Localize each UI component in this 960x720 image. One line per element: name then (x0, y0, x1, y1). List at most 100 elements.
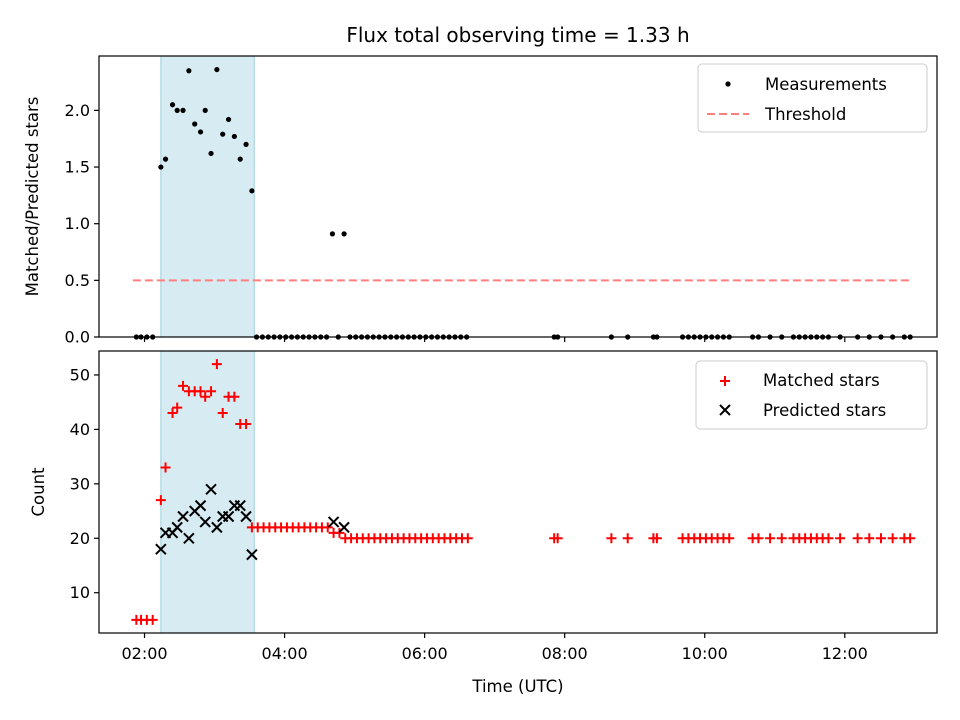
bottom-y-tick-label: 40 (70, 420, 90, 439)
legend-predicted-label: Predicted stars (763, 401, 886, 420)
matched-star-point (776, 533, 787, 544)
legend-matched-marker (720, 376, 730, 386)
matched-star-point (753, 533, 764, 544)
legend-predicted-marker (719, 404, 731, 416)
legend-plus-glyph (720, 376, 730, 386)
bottom-legend: Matched stars Predicted stars (695, 360, 928, 430)
legend-x-glyph (719, 404, 731, 416)
measurement-point (192, 121, 198, 127)
bottom-y-ticks: 10 20 30 40 50 (70, 365, 99, 602)
matched-star-point (823, 533, 834, 544)
matched-star-point (211, 359, 222, 370)
x-tick-label: 06:00 (402, 644, 448, 663)
measurement-point (208, 150, 214, 157)
bottom-y-tick-label: 10 (70, 583, 90, 602)
top-highlight-span (160, 55, 255, 338)
x-tick-label: 10:00 (682, 644, 728, 663)
matched-star-point (864, 533, 875, 544)
matched-star-point (875, 533, 886, 544)
x-tick-label: 04:00 (262, 644, 308, 663)
legend-matched-label: Matched stars (763, 371, 880, 390)
matched-star-point (206, 386, 217, 397)
measurement-point (169, 102, 176, 108)
x-tick-label: 08:00 (542, 644, 588, 663)
predicted-star-point (246, 548, 258, 561)
measurement-point (162, 156, 169, 162)
predicted-star-point (327, 516, 340, 528)
top-y-ticks: 0.0 0.5 1.0 1.5 2.0 (65, 101, 99, 347)
measurement-point (249, 188, 255, 194)
top-axes-frame (98, 55, 938, 338)
predicted-star-point (155, 543, 167, 555)
matched-star-point (606, 533, 617, 544)
matched-star-point (155, 495, 166, 506)
measurement-point (231, 133, 237, 140)
matched-star-point (160, 462, 171, 473)
top-y-tick-label: 0.5 (65, 271, 90, 290)
top-y-tick-label: 1.0 (65, 214, 90, 233)
x-tick-label: 02:00 (121, 644, 167, 663)
measurement-point (220, 131, 226, 137)
measurement-point (243, 141, 249, 147)
matched-star-point (905, 533, 916, 544)
predicted-star-point (199, 516, 211, 528)
measurement-point (237, 156, 243, 162)
matched-star-point (172, 402, 183, 413)
top-legend: Measurements Threshold (697, 63, 928, 133)
predicted-star-point (338, 521, 350, 534)
matched-star-point (241, 418, 252, 429)
top-x-ticks (143, 337, 846, 342)
matched-star-point (622, 533, 633, 544)
top-y-axis-label: Matched/Predicted stars (23, 97, 42, 297)
legend-measurements-label: Measurements (765, 75, 887, 94)
measurement-point (186, 68, 192, 74)
x-axis-label: Time (UTC) (471, 677, 563, 696)
predicted-star-point (205, 483, 217, 495)
bottom-y-axis-label: Count (29, 467, 48, 517)
predicted-star-point (171, 521, 183, 534)
measurement-point (329, 231, 336, 237)
measurement-point (197, 129, 204, 135)
legend-threshold-label: Threshold (764, 105, 846, 124)
matched-star-point (765, 533, 776, 544)
matched-star-point (217, 408, 228, 419)
matched-star-point (462, 533, 473, 544)
predicted-star-point (222, 510, 235, 523)
predicted-star-point (177, 510, 189, 523)
matched-star-point (147, 614, 158, 625)
measurement-point (341, 231, 347, 237)
bottom-legend-box (695, 360, 928, 430)
top-y-tick-label: 0.0 (65, 328, 90, 347)
chart-title: Flux total observing time = 1.33 h (346, 23, 689, 47)
bottom-y-tick-label: 30 (70, 474, 90, 493)
matched-star-point (887, 533, 898, 544)
matched-star-point (852, 533, 863, 544)
predicted-star-point (194, 499, 207, 512)
top-legend-box (697, 63, 928, 133)
matched-star-point (835, 533, 846, 544)
legend-measurements-marker (725, 81, 731, 87)
ratio-panel: 0.00.51.01.52.0 Matched/Predicted stars … (23, 55, 938, 347)
matched-star-point (178, 380, 189, 391)
matched-star-point (322, 522, 333, 533)
matched-star-point (167, 408, 178, 419)
matched-star-point (552, 533, 563, 544)
count-panel: 10 20 30 40 50 02:00 04:00 06:00 08:00 10:00 12:0… (29, 350, 938, 696)
measurement-point (180, 107, 186, 113)
bottom-x-ticks: 02:00 04:00 06:00 08:00 10:00 12:00 (121, 633, 868, 663)
measurement-point (202, 107, 208, 113)
matched-star-point (724, 533, 735, 544)
top-y-tick-label: 2.0 (65, 101, 90, 120)
top-y-tick-label: 1.5 (65, 158, 90, 177)
bottom-axes-frame (98, 350, 938, 634)
bottom-y-tick-label: 20 (70, 529, 90, 548)
matched-star-point (229, 391, 240, 402)
predicted-star-point (211, 521, 223, 534)
measurement-point (225, 116, 232, 123)
bottom-y-tick-label: 50 (70, 365, 90, 384)
predicted-star-point (183, 532, 195, 544)
count-points (131, 359, 916, 625)
measurement-point (158, 164, 164, 170)
predicted-star-point (240, 510, 252, 523)
